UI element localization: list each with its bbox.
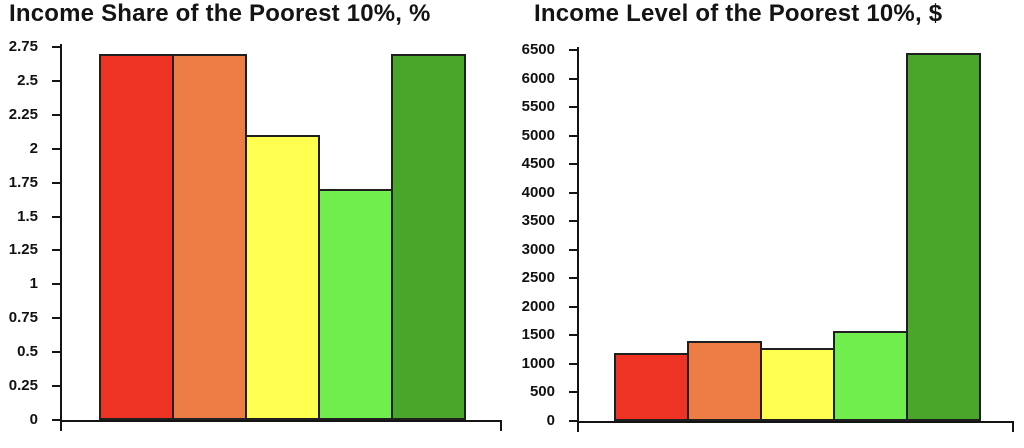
y-axis-tick-label: 4500: [521, 155, 555, 173]
y-axis-tick-label: 1.75: [8, 173, 38, 191]
y-axis-tick: [52, 317, 60, 320]
y-axis-tick: [569, 49, 577, 51]
y-axis-tick: [569, 420, 577, 422]
y-axis-tick: [569, 220, 577, 223]
bar: [391, 54, 466, 420]
bar: [833, 331, 908, 421]
y-axis-tick: [52, 79, 60, 82]
y-axis-tick: [569, 334, 577, 337]
y-axis-tick-label: 0.75: [8, 309, 38, 327]
y-axis-tick-label: 6500: [521, 41, 555, 58]
x-axis-end-tick: [500, 420, 502, 431]
y-axis-tick: [569, 191, 577, 194]
y-axis-tick: [569, 163, 577, 166]
y-axis-tick-label: 2.75: [8, 38, 38, 55]
y-axis-tick: [52, 147, 60, 150]
y-axis-tick-label: 1.5: [17, 207, 38, 225]
y-axis-line: [577, 47, 579, 432]
y-axis-tick-label: 0.25: [8, 377, 38, 395]
bar: [906, 53, 981, 421]
bar: [687, 341, 762, 421]
y-axis-tick-label: 3000: [521, 240, 555, 258]
y-axis-tick: [569, 134, 577, 137]
y-axis-tick-label: 6000: [521, 69, 555, 87]
bar: [172, 54, 247, 420]
y-axis-tick-label: 1: [29, 275, 38, 293]
y-axis-tick: [569, 305, 577, 308]
y-axis-tick-label: 500: [529, 383, 555, 401]
y-axis-tick-label: 0.5: [17, 343, 38, 361]
bar: [99, 54, 174, 420]
y-axis-tick-label: 5000: [521, 126, 555, 144]
bar: [614, 353, 689, 421]
y-axis-tick: [52, 113, 60, 116]
y-axis-tick-label: 5500: [521, 98, 555, 116]
y-axis-tick: [569, 77, 577, 80]
y-axis-tick: [52, 351, 60, 354]
y-axis-tick: [52, 283, 60, 286]
y-axis-tick: [52, 46, 60, 48]
x-axis-line: [60, 420, 502, 422]
y-axis-tick-label: 2.25: [8, 105, 38, 123]
y-axis-tick: [52, 249, 60, 252]
y-axis-tick: [52, 181, 60, 184]
y-axis-tick-label: 4000: [521, 183, 555, 201]
y-axis-tick-label: 2.5: [17, 71, 38, 89]
y-axis-tick: [569, 391, 577, 394]
x-axis-end-tick: [1012, 421, 1014, 432]
y-axis-tick-label: 2: [29, 139, 38, 157]
y-axis-tick-label: 3500: [521, 212, 555, 230]
y-axis-tick: [569, 277, 577, 280]
chart-title: Income Share of the Poorest 10%, %: [9, 0, 431, 27]
y-axis-tick-label: 0: [546, 412, 555, 429]
y-axis-tick-label: 1500: [521, 326, 555, 344]
y-axis-tick: [52, 215, 60, 218]
y-axis-tick: [569, 106, 577, 109]
bar: [245, 135, 320, 420]
y-axis-line: [60, 44, 62, 431]
bar: [760, 348, 835, 421]
y-axis-tick-label: 1.25: [8, 241, 38, 259]
chart-title: Income Level of the Poorest 10%, $: [534, 0, 943, 27]
y-axis-tick: [52, 419, 60, 421]
y-axis-tick: [569, 248, 577, 251]
y-axis-tick: [569, 362, 577, 365]
y-axis-tick-label: 2000: [521, 297, 555, 315]
y-axis-tick-label: 0: [29, 411, 38, 428]
y-axis-tick: [52, 385, 60, 388]
y-axis-tick-label: 2500: [521, 269, 555, 287]
x-axis-line: [577, 421, 1014, 423]
bar: [318, 189, 393, 420]
y-axis-tick-label: 1000: [521, 354, 555, 372]
